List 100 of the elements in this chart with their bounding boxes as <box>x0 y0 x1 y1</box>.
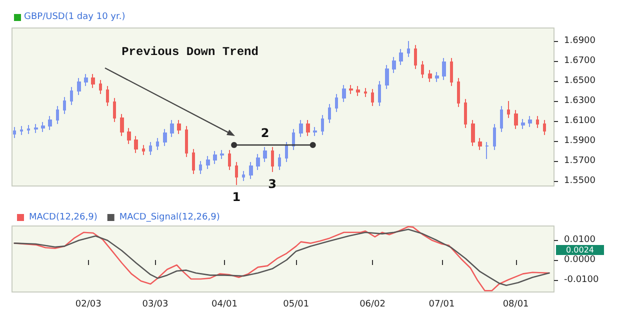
x-tick-label: 05/01 <box>283 300 310 310</box>
candlestick <box>91 74 95 88</box>
y-tick-label: 0.0100 <box>564 235 596 245</box>
candlestick <box>371 88 374 106</box>
candlestick <box>435 72 439 82</box>
chart-title: GBP/USD(1 day 10 yr.) <box>24 12 126 22</box>
y-tick-label: -0.0100 <box>564 275 600 285</box>
annotation: 2 <box>260 126 270 140</box>
candlestick <box>20 126 23 136</box>
candlestick <box>342 84 346 102</box>
candlestick <box>543 120 546 136</box>
candlestick <box>536 116 539 128</box>
x-tick-label: 02/03 <box>75 300 102 310</box>
y-tick-label: 1.5500 <box>564 176 596 186</box>
candlestick <box>414 44 417 70</box>
candlestick <box>299 120 303 138</box>
candlestick <box>70 86 73 106</box>
candlestick <box>13 126 16 138</box>
candlestick <box>185 126 188 158</box>
candlestick <box>306 120 310 136</box>
candlestick <box>63 96 66 114</box>
candlestick <box>27 124 30 134</box>
candlestick <box>321 114 324 136</box>
y-tick-label: 1.5700 <box>564 156 596 166</box>
text: 0.0024 <box>566 246 594 254</box>
candlestick <box>163 128 167 146</box>
candlestick <box>77 78 81 96</box>
candlestick <box>199 160 202 174</box>
annotation: Previous Down Trend <box>122 45 258 59</box>
y-tick-label: 1.6900 <box>564 36 596 46</box>
candlestick <box>392 56 396 74</box>
candlestick <box>399 48 403 66</box>
annotation: 1 <box>232 190 241 204</box>
candlestick <box>514 110 518 130</box>
x-tick-label: 07/01 <box>428 300 455 310</box>
candlestick <box>170 120 174 138</box>
candlestick <box>356 86 360 96</box>
candlestick <box>349 84 353 94</box>
candlestick <box>335 94 338 112</box>
candlestick <box>228 150 231 170</box>
candlestick <box>313 126 317 136</box>
candlestick <box>521 118 525 130</box>
candlestick <box>156 138 159 150</box>
candlestick <box>478 138 482 150</box>
candlestick <box>192 148 195 174</box>
candlestick <box>457 78 460 108</box>
candlestick <box>120 114 124 136</box>
candlestick <box>113 98 116 122</box>
candlestick <box>485 142 489 160</box>
x-tick-label: 04/01 <box>212 300 238 310</box>
candlestick <box>528 116 532 128</box>
candlestick <box>328 104 331 124</box>
candlestick <box>421 60 424 78</box>
candlestick <box>48 116 52 130</box>
candlestick <box>271 146 274 172</box>
annotation: 3 <box>268 177 276 191</box>
candlestick <box>493 124 496 150</box>
candlestick <box>127 128 131 144</box>
candlestick <box>249 162 253 180</box>
candlestick <box>256 154 260 170</box>
y-tick-label: 1.6100 <box>564 116 596 126</box>
candlestick <box>428 70 432 82</box>
candlestick <box>292 128 295 150</box>
y-tick-label: 1.6700 <box>564 56 596 66</box>
x-tick-label: 08/01 <box>502 300 529 310</box>
candlestick <box>364 88 367 98</box>
candlestick <box>471 120 475 146</box>
candlestick <box>407 40 410 58</box>
legend-label: MACD(12,26,9) <box>29 212 98 222</box>
candlestick <box>149 142 152 156</box>
candlestick <box>442 58 446 80</box>
candlestick <box>134 136 138 154</box>
candlestick <box>213 150 217 164</box>
candlestick <box>385 64 389 90</box>
candlestick <box>177 120 181 134</box>
y-tick-label: 1.6300 <box>564 96 596 106</box>
candlestick <box>278 154 281 170</box>
x-tick-label: 06/02 <box>360 300 386 310</box>
candlestick <box>500 106 503 132</box>
candlestick <box>142 144 145 156</box>
candlestick <box>450 58 453 86</box>
candlestick <box>285 142 288 162</box>
x-tick-label: 03/03 <box>142 300 168 310</box>
candlestick <box>507 100 510 118</box>
candlestick <box>242 170 245 182</box>
candlestick <box>99 80 102 94</box>
y-tick-label: 1.6500 <box>564 76 596 86</box>
candlestick <box>206 156 210 170</box>
legend-label: MACD_Signal(12,26,9) <box>119 212 220 222</box>
candlestick <box>220 150 224 160</box>
candlestick <box>235 162 238 186</box>
y-tick-label: 1.5900 <box>564 136 596 146</box>
candlestick <box>263 146 267 162</box>
candlestick <box>464 98 467 128</box>
candlestick <box>106 86 109 106</box>
candlestick <box>378 80 381 106</box>
candlestick <box>84 74 88 86</box>
candlestick <box>41 122 45 132</box>
candlestick <box>56 106 59 124</box>
y-tick-label: 0.0000 <box>564 255 596 265</box>
